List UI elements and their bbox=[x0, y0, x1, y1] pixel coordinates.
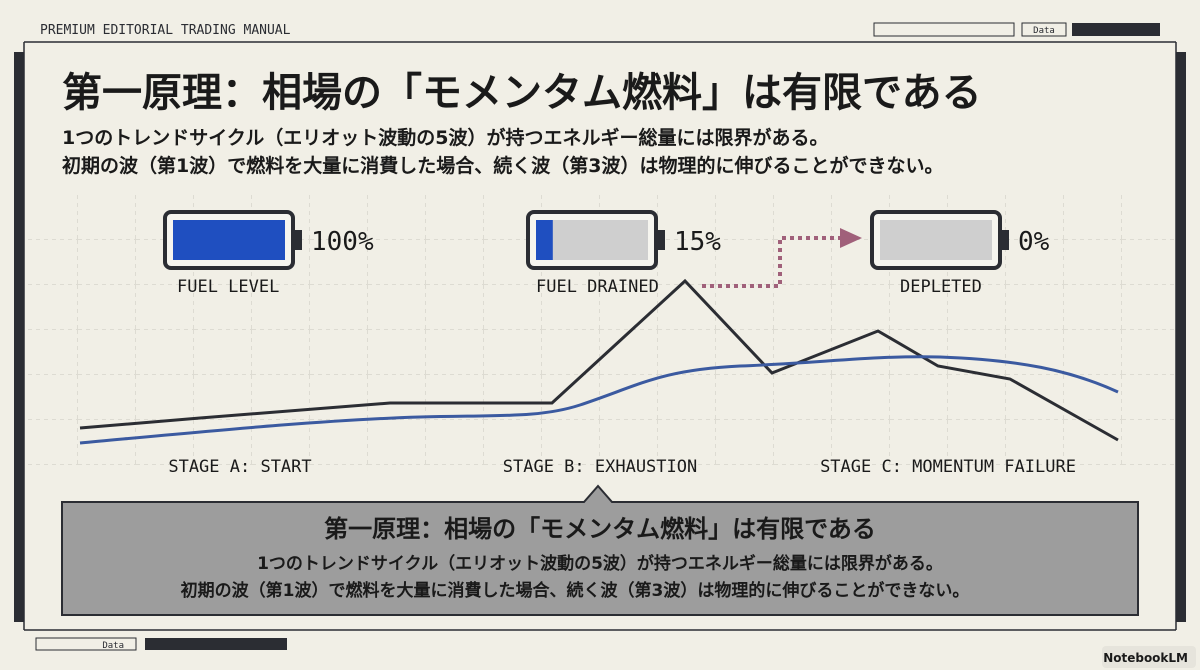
callout-text: 1つのトレンドサイクル（エリオット波動の5波）が持つエネルギー総量には限界がある… bbox=[257, 553, 943, 574]
battery-label: 15% bbox=[674, 227, 721, 257]
callout-text: 初期の波（第1波）で燃料を大量に消費した場合、続く波（第3波）は物理的に伸びるこ… bbox=[181, 580, 970, 601]
subtitle: 初期の波（第1波）で燃料を大量に消費した場合、続く波（第3波）は物理的に伸びるこ… bbox=[62, 154, 943, 177]
battery-cap bbox=[1002, 230, 1009, 250]
battery-level bbox=[173, 220, 285, 260]
battery-label: 0% bbox=[1018, 227, 1050, 257]
tab-label: Data bbox=[1033, 26, 1055, 36]
battery-caption: FUEL DRAINED bbox=[536, 277, 659, 297]
battery-level bbox=[536, 220, 553, 260]
callout-title: 第一原理：相場の「モメンタム燃料」は有限である bbox=[324, 515, 876, 543]
battery-caption: FUEL LEVEL bbox=[177, 277, 279, 297]
stage-label: STAGE B: EXHAUSTION bbox=[503, 457, 697, 477]
header-label: PREMIUM EDITORIAL TRADING MANUAL bbox=[40, 23, 291, 38]
watermark: NotebookLM bbox=[1103, 651, 1188, 665]
tab-label: Data bbox=[102, 641, 124, 651]
battery-empty bbox=[880, 220, 992, 260]
arrow-head bbox=[840, 228, 862, 248]
price-line bbox=[79, 278, 1119, 442]
subtitle: 1つのトレンドサイクル（エリオット波動の5波）が持つエネルギー総量には限界がある… bbox=[62, 126, 829, 149]
battery-cap bbox=[658, 230, 665, 250]
trend-line bbox=[79, 355, 1119, 445]
battery-caption: DEPLETED bbox=[900, 277, 982, 297]
header-bar bbox=[1072, 23, 1160, 36]
battery-empty bbox=[536, 220, 648, 260]
frame-bar bbox=[1176, 52, 1186, 622]
arrow bbox=[702, 236, 840, 288]
header-tab bbox=[1021, 22, 1067, 37]
stage-label: STAGE A: START bbox=[168, 457, 311, 477]
stage-label: STAGE C: MOMENTUM FAILURE bbox=[820, 457, 1076, 477]
title: 第一原理：相場の「モメンタム燃料」は有限である bbox=[62, 70, 982, 116]
watermark-box bbox=[1102, 646, 1196, 668]
frame-bar bbox=[14, 52, 24, 622]
battery-cap bbox=[295, 230, 302, 250]
header-box bbox=[873, 22, 1015, 37]
callout-box bbox=[61, 484, 1139, 616]
footer-bar bbox=[145, 638, 287, 650]
footer-tab bbox=[35, 637, 137, 651]
battery-label: 100% bbox=[311, 227, 374, 257]
